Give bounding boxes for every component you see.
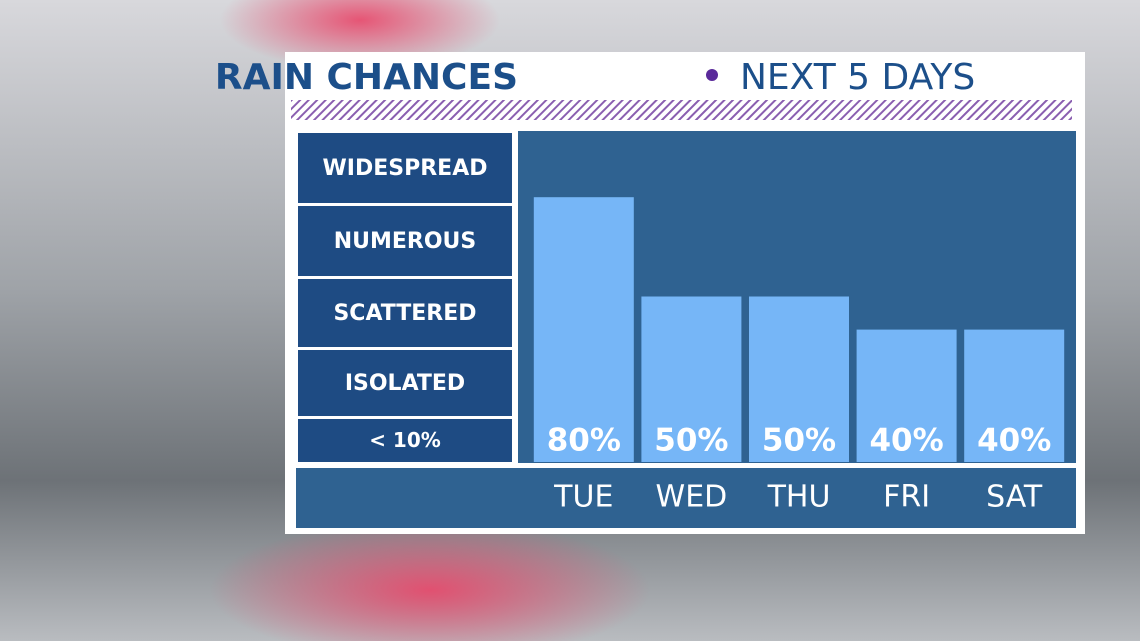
x-tick-label: TUE xyxy=(553,480,613,515)
x-tick-label: FRI xyxy=(883,480,930,515)
bar xyxy=(749,296,849,462)
level-box xyxy=(298,206,512,276)
x-tick-label: THU xyxy=(767,480,831,515)
value-label: 50% xyxy=(654,423,728,459)
level-label: < 10% xyxy=(369,428,441,452)
value-label: 80% xyxy=(547,423,621,459)
x-tick-label: SAT xyxy=(986,480,1043,515)
bar xyxy=(964,329,1065,462)
level-label: NUMEROUS xyxy=(334,229,477,254)
hatch-strip xyxy=(291,100,1072,120)
value-label: 40% xyxy=(977,423,1051,459)
level-label: SCATTERED xyxy=(333,301,476,326)
subtitle: NEXT 5 DAYS xyxy=(740,57,975,98)
level-box xyxy=(298,350,512,416)
bar xyxy=(533,197,634,462)
x-tick-label: WED xyxy=(656,480,728,515)
category-strip xyxy=(296,468,1076,528)
value-label: 40% xyxy=(869,423,943,459)
level-box xyxy=(298,133,512,203)
level-box xyxy=(298,419,512,462)
level-label: WIDESPREAD xyxy=(323,156,488,181)
background-blur xyxy=(210,520,650,641)
title: RAIN CHANCES xyxy=(215,57,518,98)
value-label: 50% xyxy=(762,423,836,459)
level-box xyxy=(298,279,512,347)
bar xyxy=(641,296,742,462)
separator-dot xyxy=(706,69,718,81)
bar xyxy=(856,329,957,462)
level-label: ISOLATED xyxy=(345,371,465,396)
